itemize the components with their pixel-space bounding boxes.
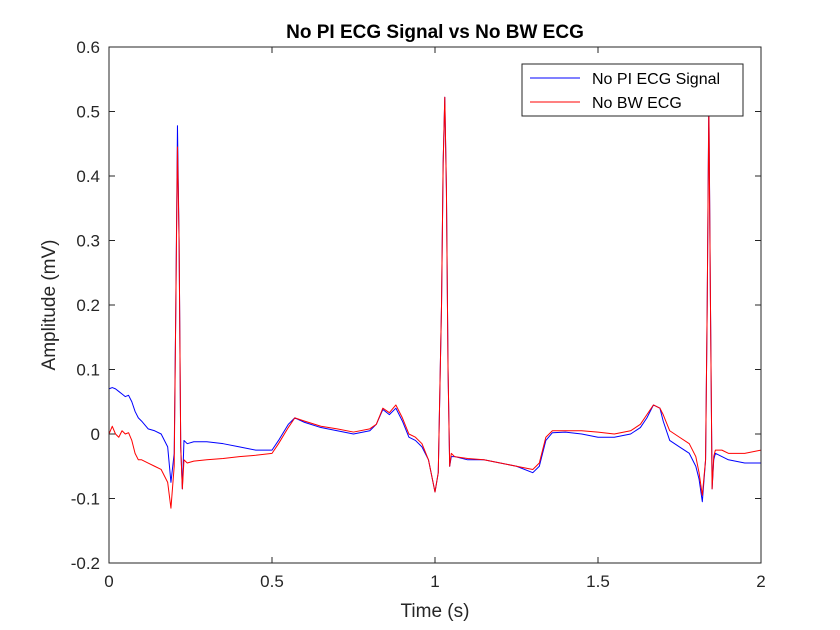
y-tick-label: 0.5	[76, 103, 100, 122]
legend-box	[521, 63, 744, 117]
x-axis-label: Time (s)	[401, 601, 470, 622]
ticks-layer: 0 0.5 1 1.5 2 -0.2 -0.1 0 0.1 0.2 0.3 0.4 0.5 0.6	[71, 38, 766, 591]
series-line-2	[109, 96, 761, 509]
y-tick-label: 0.6	[76, 38, 100, 57]
x-tick-label: 1.5	[586, 572, 610, 591]
y-tick-label: -0.2	[71, 554, 100, 573]
x-tick-label: 1	[430, 572, 439, 591]
legend-label-1: No PI ECG Signal	[592, 71, 720, 88]
legend-label-2: No BW ECG	[592, 95, 682, 112]
series-layer	[109, 96, 761, 509]
y-tick-label: 0.3	[76, 232, 100, 251]
y-tick-label: 0.2	[76, 296, 100, 315]
x-tick-label: 0.5	[260, 572, 284, 591]
y-axis-label: Amplitude (mV)	[39, 240, 60, 371]
y-tick-label: 0.1	[76, 361, 100, 380]
x-tick-label: 0	[104, 572, 113, 591]
y-tick-label: 0	[91, 425, 100, 444]
legend: No PI ECG Signal No BW ECG	[521, 63, 744, 117]
series-line-1	[109, 96, 761, 503]
plot-area	[109, 47, 761, 563]
y-tick-label: -0.1	[71, 490, 100, 509]
y-tick-label: 0.4	[76, 167, 100, 186]
chart-title: No PI ECG Signal vs No BW ECG	[286, 22, 584, 43]
x-tick-label: 2	[756, 572, 765, 591]
